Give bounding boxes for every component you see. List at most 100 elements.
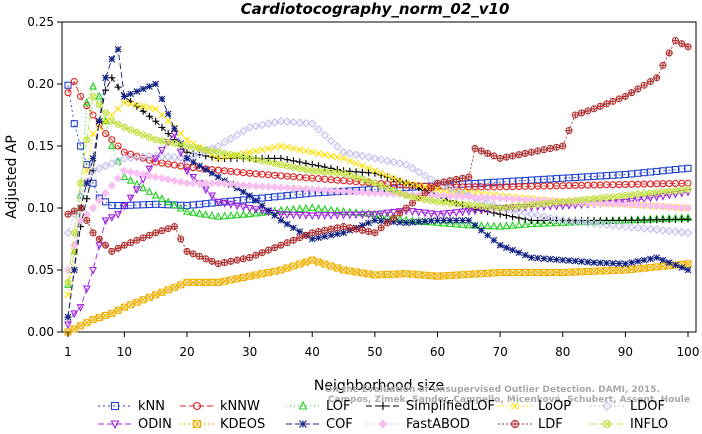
data-point [339, 147, 348, 157]
data-point [483, 193, 492, 202]
data-point [108, 111, 116, 119]
data-point [227, 152, 235, 160]
data-point [465, 173, 473, 181]
data-point [452, 209, 461, 218]
data-point [164, 110, 172, 118]
data-point [151, 190, 160, 199]
data-point [76, 304, 85, 312]
data-point [634, 85, 642, 93]
data-point [296, 228, 304, 235]
data-point [283, 162, 291, 170]
data-point [170, 283, 179, 291]
data-point [502, 268, 510, 277]
data-point [340, 169, 348, 177]
data-point [102, 241, 110, 249]
data-point [120, 303, 128, 311]
data-point [133, 298, 141, 306]
data-point [553, 256, 560, 263]
data-point [533, 211, 542, 220]
data-point [95, 124, 103, 131]
x-axis-ticks: 1 10 20 30 40 50 60 70 80 90 100 [64, 332, 699, 359]
data-point [82, 97, 91, 106]
data-point [665, 49, 673, 57]
data-point [477, 206, 486, 215]
x-tick-label: 80 [555, 345, 570, 359]
data-point [120, 202, 129, 211]
data-point [370, 211, 379, 219]
data-point [158, 227, 166, 235]
data-point [76, 322, 85, 330]
data-point [252, 197, 260, 204]
data-point [433, 179, 442, 187]
data-point [458, 208, 467, 217]
data-point [145, 171, 154, 180]
data-point [333, 224, 341, 232]
data-point [83, 195, 91, 203]
data-point [510, 419, 520, 429]
data-point [283, 239, 291, 247]
data-point [158, 194, 166, 202]
data-point [277, 154, 285, 162]
data-point [320, 212, 329, 220]
data-point [289, 157, 297, 165]
data-point [577, 217, 586, 227]
data-point [89, 130, 97, 137]
data-point [201, 178, 210, 188]
data-point [559, 268, 567, 277]
data-point [189, 207, 198, 216]
data-point [515, 249, 523, 257]
data-point [83, 136, 91, 144]
data-point [608, 221, 618, 230]
data-point [315, 234, 322, 242]
x-tick-label: 10 [117, 345, 132, 359]
data-point [177, 130, 185, 137]
data-point [308, 148, 316, 156]
data-point [189, 143, 197, 151]
data-point [101, 116, 110, 125]
data-point [578, 258, 585, 265]
data-point [164, 130, 172, 138]
data-point [577, 196, 586, 204]
data-point [614, 199, 624, 209]
data-point [477, 147, 485, 155]
data-point [509, 152, 517, 160]
data-point [214, 173, 222, 181]
data-point [70, 310, 79, 319]
data-point [170, 223, 179, 231]
data-point [546, 255, 554, 263]
data-point [95, 235, 103, 243]
data-point [565, 126, 573, 135]
data-point [114, 120, 122, 128]
data-point [95, 117, 103, 125]
data-point [621, 266, 629, 274]
y-tick-label: 0.00 [27, 325, 54, 339]
data-point [445, 183, 455, 193]
data-point [602, 199, 611, 208]
x-axis-label: Neighborhood size [314, 378, 444, 394]
data-point [321, 226, 329, 234]
data-point [314, 204, 323, 212]
data-point [127, 126, 135, 134]
data-point [521, 251, 529, 259]
data-point [227, 257, 235, 265]
data-point [371, 167, 379, 175]
data-point [76, 204, 85, 212]
data-point [358, 151, 367, 161]
data-point [346, 167, 354, 175]
data-point [352, 173, 360, 181]
data-point [333, 153, 341, 161]
series-ldof [63, 116, 693, 238]
data-point [577, 268, 586, 276]
data-point [133, 102, 141, 110]
data-point [489, 221, 498, 230]
data-point [570, 217, 580, 226]
data-point [176, 177, 185, 187]
data-point [470, 192, 480, 202]
data-point [427, 184, 435, 192]
data-point [145, 112, 153, 120]
data-point [621, 92, 629, 100]
data-point [289, 204, 298, 213]
data-point [308, 256, 316, 264]
data-point [76, 216, 85, 225]
legend-label: LDF [538, 417, 563, 432]
